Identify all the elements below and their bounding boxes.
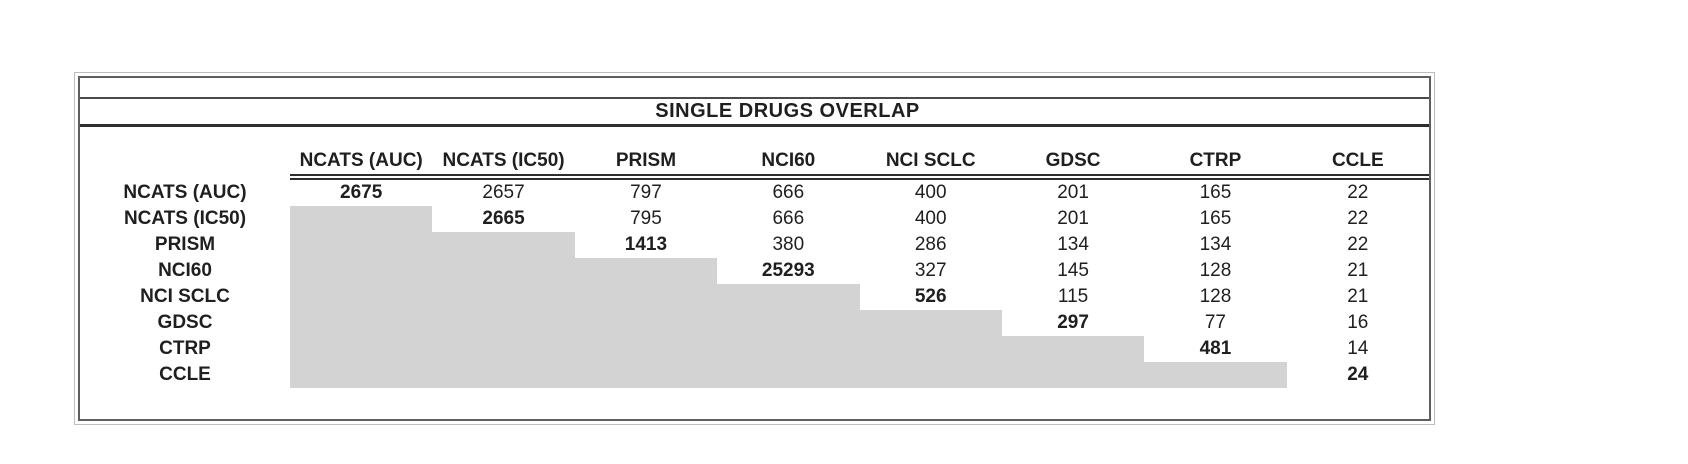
- diagonal-cell: 481: [1199, 338, 1232, 359]
- shaded-cell: [432, 336, 575, 362]
- shaded-cell: [574, 284, 718, 310]
- table-top-spacer: [80, 78, 1429, 99]
- shaded-cell: [290, 362, 433, 388]
- shaded-cell: [717, 284, 860, 310]
- shaded-cell: [717, 310, 860, 336]
- value-cell: 795: [630, 208, 662, 229]
- shaded-cell: [290, 232, 433, 258]
- corner-cell: [80, 147, 290, 174]
- shaded-cell: [574, 336, 718, 362]
- diagonal-cell: 297: [1057, 312, 1089, 333]
- value-cell: 400: [914, 182, 947, 203]
- value-cell: 400: [914, 208, 947, 229]
- diagonal-cell: 526: [914, 286, 947, 307]
- shaded-cell: [859, 336, 1002, 362]
- value-cell: 128: [1199, 286, 1232, 307]
- shaded-cell: [432, 284, 575, 310]
- shaded-cell: [717, 362, 860, 388]
- row-header-5: GDSC: [157, 312, 213, 333]
- value-cell: 134: [1199, 234, 1232, 255]
- value-cell: 134: [1057, 234, 1089, 255]
- shaded-cell: [859, 310, 1002, 336]
- value-cell: 201: [1057, 208, 1089, 229]
- column-header-5: GDSC: [1001, 147, 1145, 180]
- diagonal-cell: 2675: [340, 182, 383, 203]
- value-cell: 145: [1057, 260, 1089, 281]
- value-cell: 22: [1347, 234, 1369, 255]
- diagonal-cell: 2665: [482, 208, 525, 229]
- value-cell: 21: [1347, 286, 1369, 307]
- value-cell: 21: [1347, 260, 1369, 281]
- value-cell: 797: [630, 182, 662, 203]
- value-cell: 22: [1347, 208, 1369, 229]
- value-cell: 14: [1347, 338, 1369, 359]
- shaded-cell: [290, 284, 433, 310]
- row-header-7: CCLE: [159, 364, 211, 385]
- value-cell: 22: [1347, 182, 1369, 203]
- value-cell: 2657: [482, 182, 525, 203]
- value-cell: 115: [1057, 286, 1089, 307]
- shaded-cell: [574, 258, 718, 284]
- diagonal-cell: 1413: [624, 234, 668, 255]
- diagonal-cell: 24: [1347, 364, 1369, 385]
- column-header-2: PRISM: [574, 147, 718, 180]
- shaded-cell: [859, 362, 1002, 388]
- column-header-0: NCATS (AUC): [290, 147, 433, 180]
- shaded-cell: [290, 258, 433, 284]
- shaded-cell: [432, 258, 575, 284]
- shaded-cell: [717, 336, 860, 362]
- column-header-3: NCI60: [717, 147, 860, 180]
- shaded-cell: [432, 310, 575, 336]
- diagonal-cell: 25293: [761, 260, 815, 281]
- value-cell: 201: [1057, 182, 1089, 203]
- value-cell: 327: [914, 260, 947, 281]
- shaded-cell: [1144, 362, 1287, 388]
- row-header-4: NCI SCLC: [140, 286, 230, 307]
- row-header-1: NCATS (IC50): [123, 208, 247, 229]
- value-cell: 16: [1347, 312, 1369, 333]
- value-cell: 128: [1199, 260, 1232, 281]
- value-cell: 286: [914, 234, 947, 255]
- value-cell: 380: [772, 234, 805, 255]
- column-header-7: CCLE: [1286, 147, 1429, 180]
- row-header-3: NCI60: [158, 260, 212, 281]
- shaded-cell: [1001, 336, 1145, 362]
- shaded-cell: [432, 232, 575, 258]
- value-cell: 666: [772, 208, 805, 229]
- single-drugs-overlap-table: SINGLE DRUGS OVERLAP NCATS (AUC) NCATS (I…: [74, 72, 1435, 425]
- value-cell: 165: [1199, 182, 1232, 203]
- shaded-cell: [290, 336, 433, 362]
- shaded-cell: [1001, 362, 1145, 388]
- column-header-4: NCI SCLC: [859, 147, 1002, 180]
- value-cell: 666: [772, 182, 805, 203]
- row-header-0: NCATS (AUC): [123, 182, 247, 203]
- column-header-1: NCATS (IC50): [432, 147, 575, 180]
- shaded-cell: [574, 362, 718, 388]
- value-cell: 77: [1204, 312, 1226, 333]
- value-cell: 165: [1199, 208, 1232, 229]
- column-header-6: CTRP: [1144, 147, 1287, 180]
- overlap-grid: NCATS (AUC) NCATS (IC50) PRISM NCI60 NCI SCL…: [80, 147, 1429, 388]
- shaded-cell: [574, 310, 718, 336]
- shaded-cell: [432, 362, 575, 388]
- row-header-2: PRISM: [154, 234, 216, 255]
- shaded-cell: [290, 206, 433, 232]
- table-title: SINGLE DRUGS OVERLAP: [80, 99, 1429, 127]
- shaded-cell: [290, 310, 433, 336]
- row-header-6: CTRP: [159, 338, 211, 359]
